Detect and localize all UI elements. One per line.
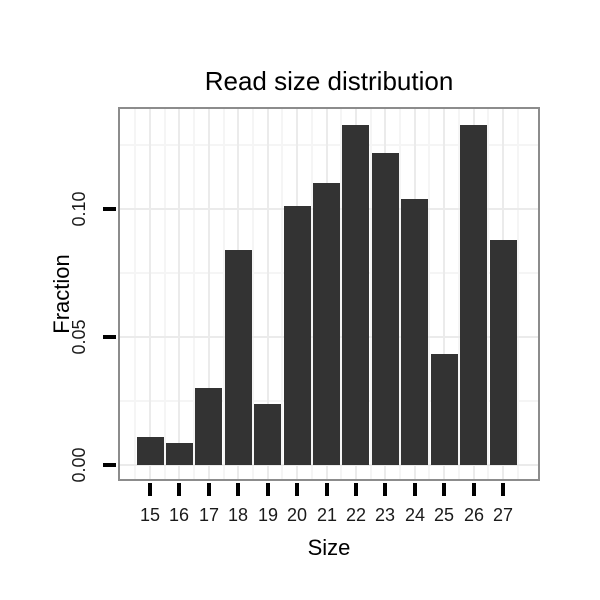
bar-size-25 (431, 354, 458, 465)
bar-size-18 (225, 250, 252, 465)
gridline-minor-vertical (369, 109, 372, 479)
x-tick-label-15: 15 (139, 505, 161, 525)
gridline-major-vertical (178, 109, 181, 479)
y-axis-title: Fraction (49, 254, 74, 334)
gridline-minor-vertical (428, 109, 431, 479)
x-tick-label-18: 18 (227, 505, 249, 525)
x-tick-mark (501, 483, 505, 496)
gridline-minor-vertical (193, 109, 196, 479)
gridline-minor-vertical (457, 109, 460, 479)
gridline-minor-vertical (310, 109, 313, 479)
gridline-major-vertical (149, 109, 151, 479)
gridline-minor-vertical (516, 109, 519, 479)
bar-size-15 (137, 437, 164, 465)
x-tick-mark (325, 483, 329, 496)
gridline-minor-vertical (134, 109, 137, 479)
x-tick-mark (148, 483, 152, 496)
x-tick-mark (236, 483, 240, 496)
bar-size-21 (313, 183, 340, 465)
gridline-minor-vertical (251, 109, 254, 479)
x-axis-title: Size (307, 535, 351, 560)
gridline-major-horizontal (120, 464, 538, 466)
gridline-minor-vertical (487, 109, 490, 479)
x-tick-mark (413, 483, 417, 496)
x-tick-mark (442, 483, 446, 496)
gridline-minor-horizontal (120, 144, 538, 146)
x-tick-mark (472, 483, 476, 496)
gridline-major-vertical (443, 109, 446, 479)
x-tick-label-22: 22 (345, 505, 367, 525)
x-tick-label-25: 25 (433, 505, 455, 525)
bar-size-20 (284, 206, 311, 465)
x-tick-mark (207, 483, 211, 496)
bar-size-23 (372, 153, 399, 465)
bar-size-17 (195, 388, 222, 465)
bar-size-26 (460, 125, 487, 465)
x-tick-label-20: 20 (286, 505, 308, 525)
bar-size-19 (254, 404, 281, 465)
plot-panel (118, 107, 540, 481)
chart-title: Read size distribution (204, 66, 454, 96)
x-tick-label-24: 24 (404, 505, 426, 525)
bar-size-24 (401, 199, 428, 465)
bar-size-16 (166, 443, 193, 465)
gridline-minor-vertical (399, 109, 402, 479)
gridline-major-vertical (207, 109, 210, 479)
bar-size-27 (490, 240, 517, 465)
gridline-minor-vertical (163, 109, 166, 479)
bar-size-22 (342, 125, 369, 465)
y-tick-mark (103, 335, 116, 339)
x-tick-mark (383, 483, 387, 496)
x-tick-label-23: 23 (374, 505, 396, 525)
x-tick-mark (266, 483, 270, 496)
x-tick-label-26: 26 (463, 505, 485, 525)
y-tick-mark (103, 207, 116, 211)
y-tick-label-0.00: 0.00 (69, 447, 89, 483)
x-tick-label-17: 17 (198, 505, 220, 525)
x-tick-label-21: 21 (316, 505, 338, 525)
x-tick-mark (177, 483, 181, 496)
x-tick-mark (354, 483, 358, 496)
x-tick-mark (295, 483, 299, 496)
x-tick-label-27: 27 (492, 505, 514, 525)
gridline-minor-vertical (281, 109, 284, 479)
gridline-major-vertical (266, 109, 269, 479)
gridline-minor-vertical (222, 109, 225, 479)
x-tick-label-16: 16 (168, 505, 190, 525)
y-tick-mark (103, 463, 116, 467)
gridline-minor-vertical (340, 109, 343, 479)
x-tick-label-19: 19 (257, 505, 279, 525)
